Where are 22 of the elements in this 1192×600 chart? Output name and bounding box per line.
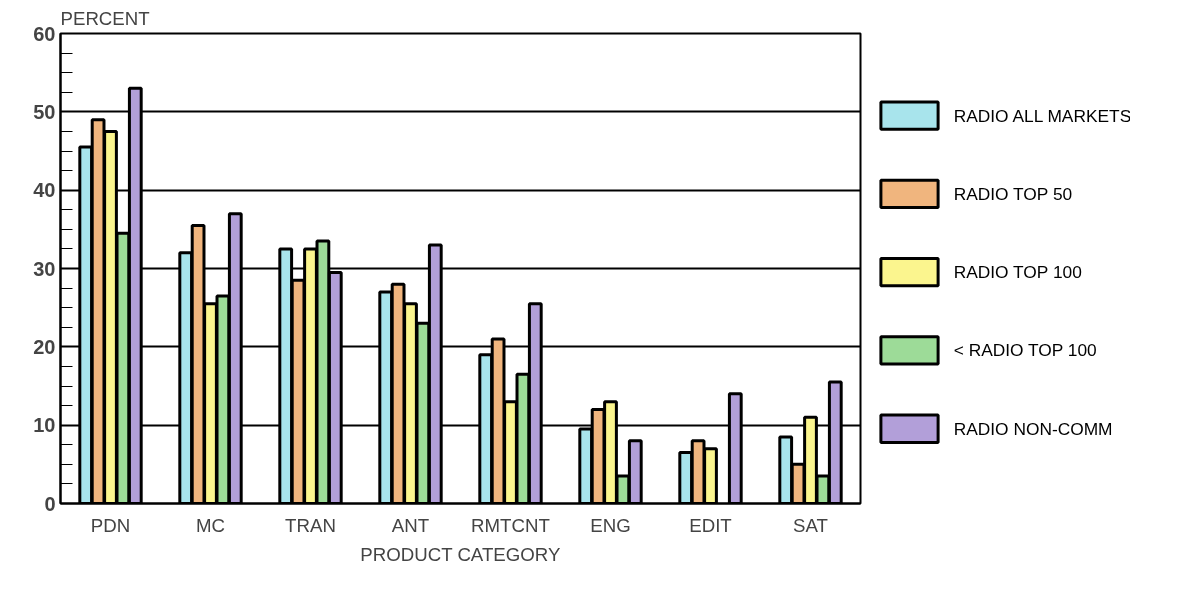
x-tick-label: TRAN <box>285 514 336 536</box>
x-axis-title: PRODUCT CATEGORY <box>360 543 561 565</box>
legend-label: < RADIO TOP 100 <box>953 340 1097 361</box>
x-tick-label: EDIT <box>689 514 732 536</box>
x-tick-label: RMTCNT <box>471 514 550 536</box>
x-tick-label: ANT <box>391 514 430 536</box>
x-tick-label: SAT <box>793 514 828 536</box>
y-tick-label: 50 <box>33 100 56 123</box>
legend-label: RADIO TOP 50 <box>953 183 1073 204</box>
x-tick-label: PDN <box>90 514 131 536</box>
y-tick-label: 30 <box>33 257 56 280</box>
legend-label: RADIO ALL MARKETS <box>953 105 1132 126</box>
legend-label: RADIO TOP 100 <box>953 262 1082 283</box>
x-tick-label: ENG <box>590 514 631 536</box>
y-tick-label: 0 <box>44 492 56 515</box>
x-tick-label: MC <box>195 514 226 536</box>
y-tick-label: 40 <box>33 179 56 202</box>
y-axis-title: PERCENT <box>60 7 150 29</box>
y-tick-label: 10 <box>33 414 56 437</box>
legend-label: RADIO NON-COMM <box>953 418 1113 439</box>
y-tick-label: 60 <box>33 22 56 45</box>
y-tick-label: 20 <box>33 335 56 358</box>
